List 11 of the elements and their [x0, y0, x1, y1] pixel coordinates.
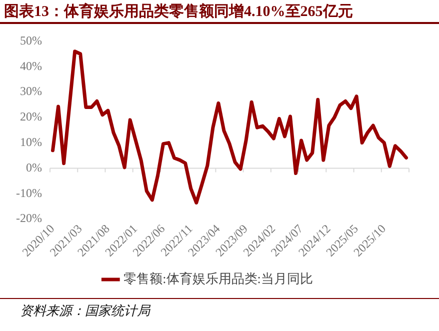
y-tick-label: -20%: [16, 211, 42, 226]
text: 资料来源：国家统计局: [0, 298, 439, 320]
legend-label: 零售额:体育娱乐用品类:当月同比: [124, 270, 313, 286]
y-tick-label: 20%: [20, 110, 42, 124]
y-tick-label: 40%: [20, 58, 42, 73]
y-tick-label: 0%: [26, 160, 42, 174]
chart-title: 图表13：体育娱乐用品类零售额同增4.10%至265亿元: [4, 2, 353, 21]
y-tick-label: 10%: [20, 134, 42, 149]
y-tick-label: -10%: [16, 186, 42, 200]
y-tick-label: 50%: [20, 33, 42, 48]
y-tick-label: 30%: [20, 84, 42, 98]
